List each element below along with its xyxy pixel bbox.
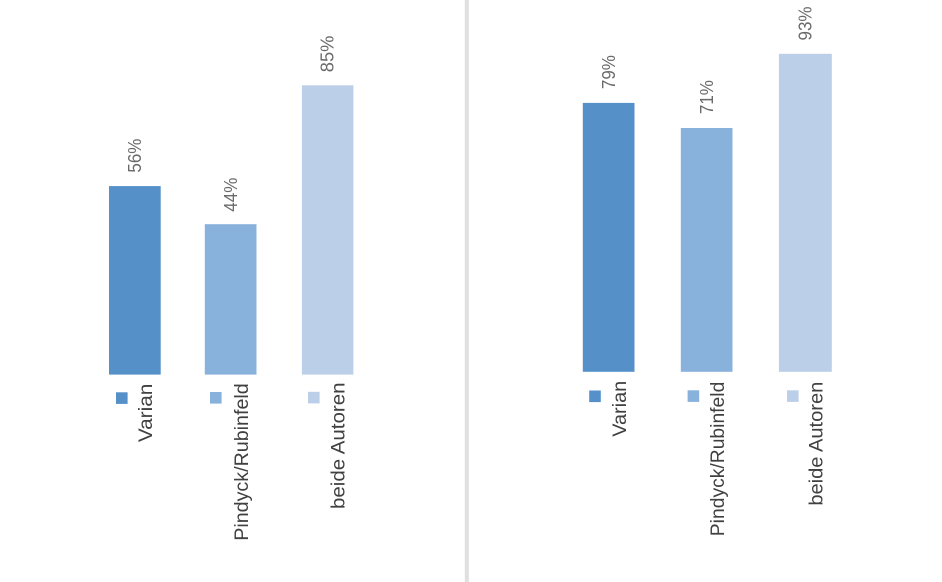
svg-text:79%: 79% [598,55,619,89]
svg-text:beide Autoren: beide Autoren [327,383,349,510]
svg-text:71%: 71% [696,80,717,114]
svg-text:85%: 85% [317,36,338,73]
svg-text:Varian: Varian [135,384,157,443]
svg-text:beide Autoren: beide Autoren [805,382,827,506]
svg-text:93%: 93% [795,7,816,41]
svg-text:56%: 56% [124,139,145,173]
svg-text:Pindyck/Rubinfeld: Pindyck/Rubinfeld [231,383,253,541]
svg-text:Pindyck/Rubinfeld: Pindyck/Rubinfeld [707,382,729,537]
svg-text:44%: 44% [220,178,241,212]
svg-text:Varian: Varian [609,381,631,437]
